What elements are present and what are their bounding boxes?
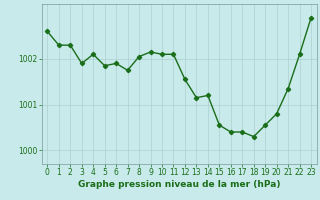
X-axis label: Graphe pression niveau de la mer (hPa): Graphe pression niveau de la mer (hPa) xyxy=(78,180,280,189)
